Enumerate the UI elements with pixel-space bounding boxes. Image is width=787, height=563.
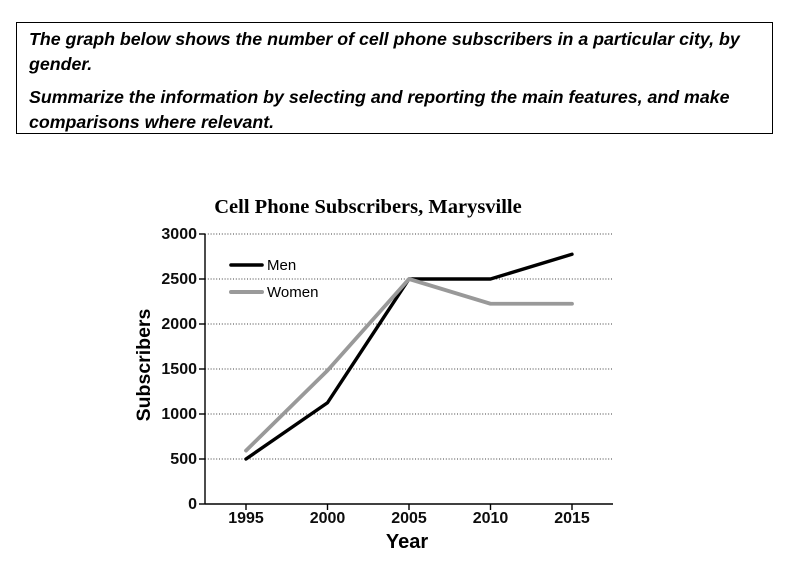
svg-text:2005: 2005 — [391, 510, 427, 527]
svg-text:2500: 2500 — [161, 271, 197, 288]
svg-text:2015: 2015 — [554, 510, 590, 527]
svg-text:1995: 1995 — [228, 510, 264, 527]
svg-text:Men: Men — [267, 257, 296, 274]
svg-text:1500: 1500 — [161, 361, 197, 378]
svg-text:1000: 1000 — [161, 406, 197, 423]
svg-text:2000: 2000 — [161, 316, 197, 333]
svg-text:500: 500 — [170, 451, 197, 468]
svg-text:0: 0 — [188, 496, 197, 513]
svg-text:Women: Women — [267, 284, 318, 301]
svg-text:Subscribers: Subscribers — [133, 308, 155, 421]
svg-text:2000: 2000 — [310, 510, 346, 527]
svg-text:3000: 3000 — [161, 226, 197, 243]
svg-text:Year: Year — [386, 531, 428, 553]
svg-text:2010: 2010 — [473, 510, 509, 527]
